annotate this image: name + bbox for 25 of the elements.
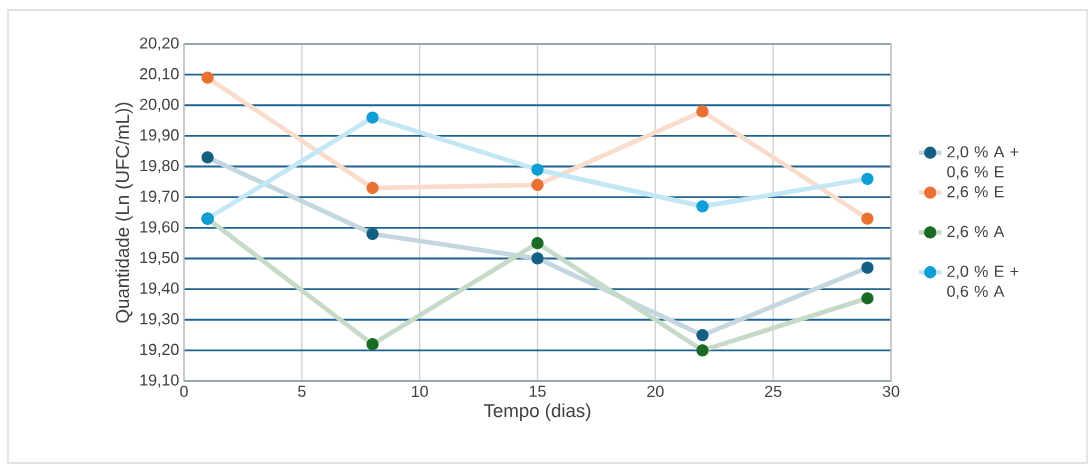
x-tick-label: 0 [180, 385, 188, 398]
x-tick-label: 10 [411, 385, 428, 398]
y-tick-label: 19,10 [140, 374, 179, 388]
legend-label: 2,0 % A + 0,6 % E [947, 146, 1019, 180]
legend-label: 2,6 % E [947, 186, 1004, 200]
y-tick-label: 19,50 [140, 251, 179, 266]
y-tick-label: 19,60 [140, 221, 179, 235]
y-axis-title: Quantidade (Ln (UFC/mL)) [115, 102, 133, 323]
x-axis-title: Tempo (dias) [483, 403, 591, 421]
x-tick-label: 20 [647, 385, 664, 398]
x-tick-label: 15 [529, 385, 546, 397]
x-tick-label: 30 [882, 385, 900, 398]
y-tick-label: 19,30 [140, 313, 179, 327]
x-tick-label: 25 [765, 385, 782, 398]
y-tick-label: 19,80 [140, 159, 179, 174]
y-tick-label: 20,10 [140, 68, 179, 82]
y-tick-label: 19,90 [140, 129, 179, 143]
legend-label: 2,0 % E + 0,6 % A [947, 265, 1019, 299]
y-tick-label: 19,20 [140, 343, 179, 357]
y-tick-label: 20,20 [140, 37, 179, 51]
y-tick-label: 20,00 [140, 98, 179, 112]
x-tick-label: 5 [298, 385, 306, 397]
y-tick-label: 19,70 [140, 190, 179, 204]
y-tick-label: 19,40 [140, 282, 179, 296]
legend-label: 2,6 % A [947, 225, 1005, 240]
